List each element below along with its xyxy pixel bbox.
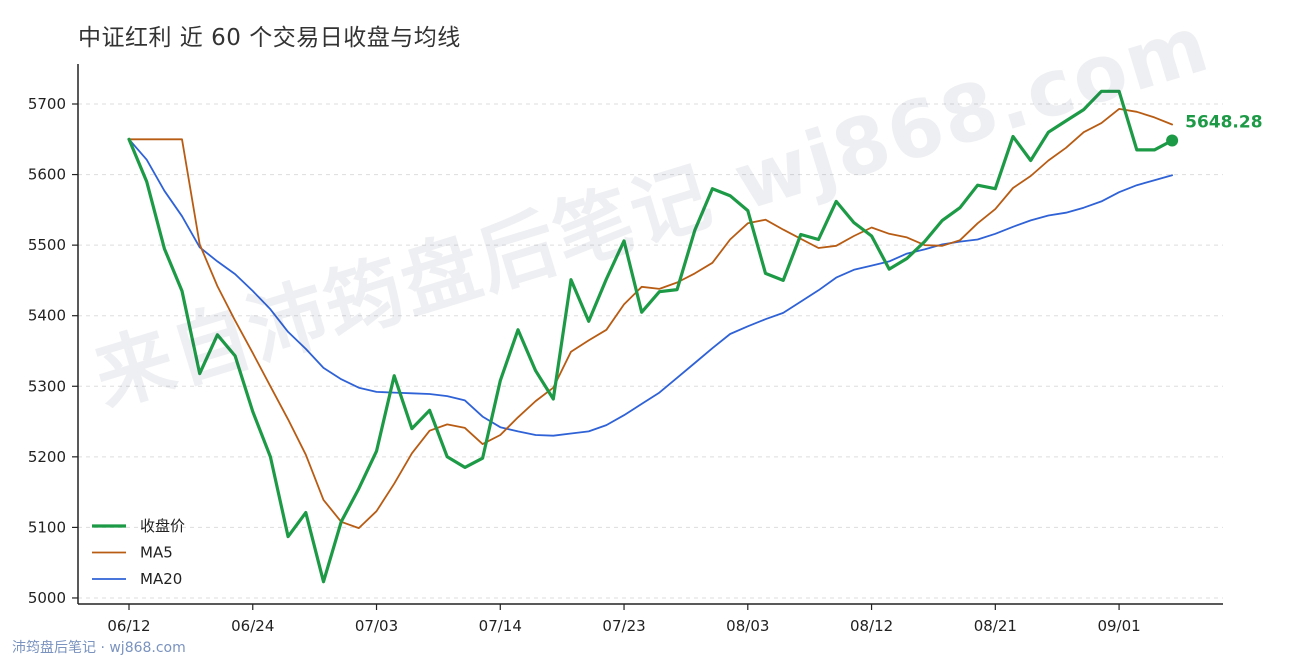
series-layer: 5648.28	[127, 89, 1263, 584]
legend: 收盘价 MA5 MA20	[92, 517, 185, 588]
y-tick-label: 5500	[28, 236, 66, 254]
legend-label: MA5	[140, 544, 173, 562]
x-tick-label: 08/03	[726, 617, 769, 635]
y-tick-label: 5300	[28, 377, 66, 395]
y-tick-label: 5200	[28, 448, 66, 466]
grid-layer	[78, 103, 1223, 599]
series-line-ma20	[128, 138, 1173, 437]
last-point-marker	[1166, 134, 1179, 147]
x-tick-label: 07/03	[355, 617, 398, 635]
series-line-ma5	[128, 108, 1173, 529]
watermark-corner: 沛筠盘后笔记 · wj868.com	[12, 640, 186, 656]
y-tick-label: 5100	[28, 518, 66, 536]
x-tick-label: 09/01	[1097, 617, 1140, 635]
x-tick-label: 06/24	[231, 617, 274, 635]
legend-label: MA20	[140, 570, 182, 588]
y-tick-label: 5400	[28, 307, 66, 325]
x-tick-label: 08/12	[850, 617, 893, 635]
x-tick-label: 08/21	[974, 617, 1017, 635]
x-tick-label: 07/23	[602, 617, 645, 635]
y-tick-label: 5000	[28, 589, 66, 607]
chart-title: 中证红利 近 60 个交易日收盘与均线	[78, 25, 461, 51]
x-tick-label: 06/12	[107, 617, 150, 635]
series-line-close	[127, 89, 1174, 584]
last-value-label: 5648.28	[1185, 112, 1262, 132]
axes-layer: 5000 5100 5200 5300 5400 5500 5600 5700 06/12 06/…	[28, 64, 1223, 635]
x-tick-label: 07/14	[479, 617, 522, 635]
y-tick-label: 5700	[28, 95, 66, 113]
y-tick-label: 5600	[28, 166, 66, 184]
legend-label: 收盘价	[140, 517, 185, 535]
